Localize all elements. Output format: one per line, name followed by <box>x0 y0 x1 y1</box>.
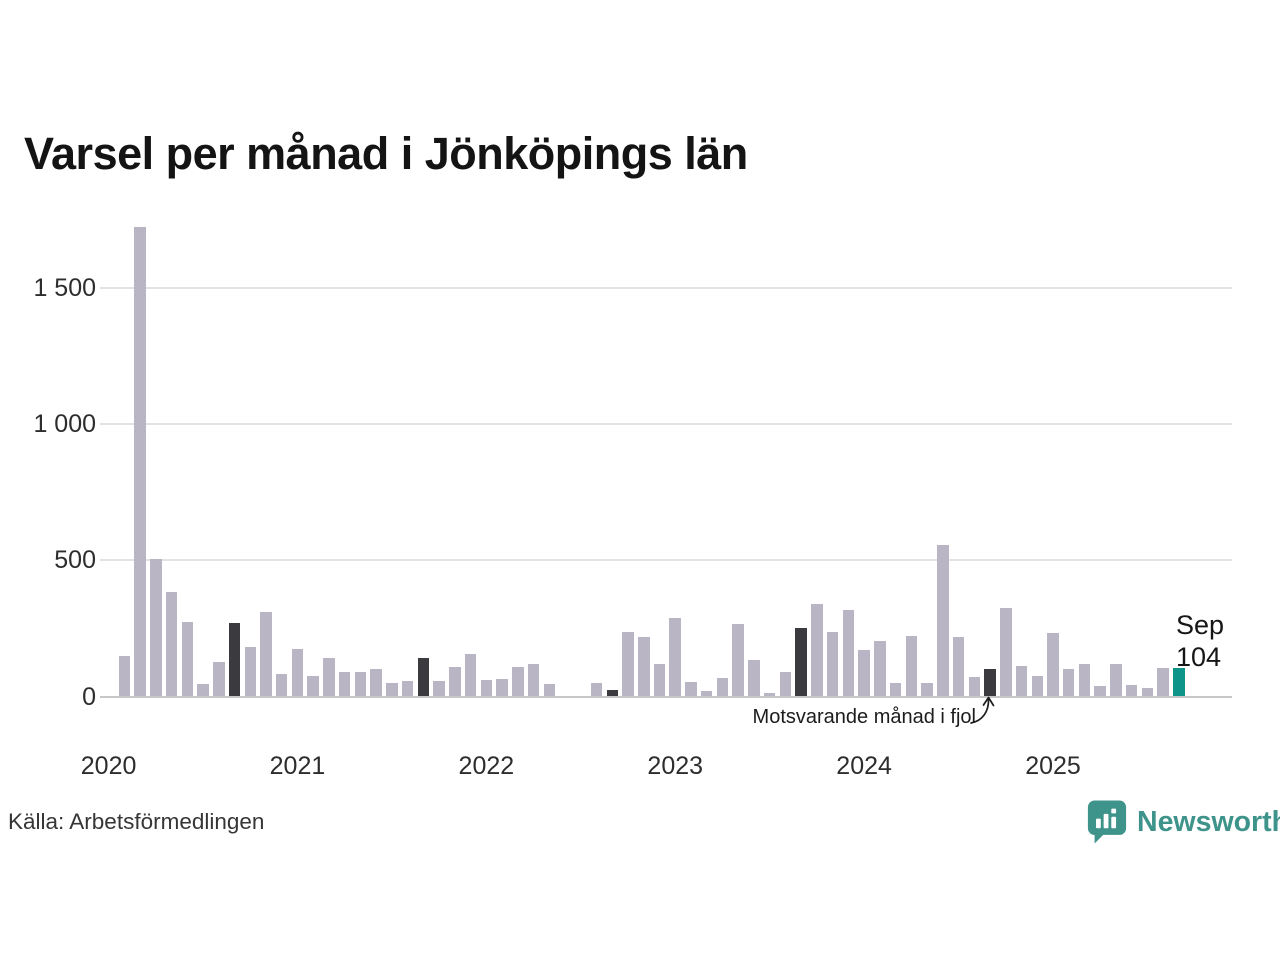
bar-2020-06 <box>181 622 194 697</box>
bar-2023-12 <box>842 609 855 697</box>
bar-2021-10 <box>433 680 445 697</box>
bar-2024-04 <box>905 636 918 697</box>
bar-2023-10 <box>811 603 823 697</box>
bar-2021-12 <box>464 653 477 697</box>
bar-2024-11 <box>1015 665 1028 697</box>
bar-2022-09 <box>606 690 619 697</box>
bar-2022-10 <box>622 631 634 697</box>
bar-2022-02 <box>496 678 508 697</box>
bar-2023-05 <box>732 623 744 697</box>
newsworthy-logo-icon <box>1087 800 1127 844</box>
bar-2025-02 <box>1062 669 1075 697</box>
bar-2025-06 <box>1125 684 1138 697</box>
bar-2023-03 <box>700 690 713 697</box>
newsworthy-logo-text: Newsworthy <box>1137 806 1280 838</box>
gridline-1000 <box>100 423 1232 426</box>
y-tick-label-1500: 1 500 <box>33 274 96 303</box>
x-year-label-2021: 2021 <box>269 752 326 780</box>
bar-2020-10 <box>244 646 256 697</box>
bar-2021-05 <box>354 671 367 697</box>
bar-2022-08 <box>590 683 603 697</box>
bar-2022-03 <box>512 667 524 697</box>
bar-2024-01 <box>858 649 870 697</box>
bar-2020-12 <box>275 673 288 697</box>
bar-2025-04 <box>1094 685 1106 697</box>
bar-2022-11 <box>638 637 650 697</box>
bar-2024-02 <box>874 641 886 697</box>
bar-2023-02 <box>685 681 697 697</box>
bar-2020-05 <box>165 591 178 697</box>
y-tick-label-0: 0 <box>82 682 96 711</box>
bar-2023-04 <box>716 677 729 697</box>
bar-2025-03 <box>1078 664 1091 697</box>
highlight-label: Sep 104 <box>1176 609 1224 673</box>
bar-2022-01 <box>480 679 493 697</box>
bar-2024-06 <box>937 545 949 697</box>
bar-2023-09 <box>795 627 807 697</box>
y-tick-label-1000: 1 000 <box>33 410 96 439</box>
annotation-arrow-icon <box>970 696 995 724</box>
gridline-0 <box>100 695 1232 698</box>
bar-2023-06 <box>748 659 760 697</box>
y-tick-label-500: 500 <box>54 546 96 575</box>
bar-2021-03 <box>323 658 335 697</box>
bar-2021-04 <box>338 671 351 697</box>
highlight-month-label: Sep <box>1176 610 1225 640</box>
bar-2020-03 <box>134 227 146 697</box>
bar-2024-12 <box>1031 675 1043 697</box>
bar-2022-12 <box>653 664 666 697</box>
page-title: Varsel per månad i Jönköpings län <box>24 128 748 179</box>
gridline-1500 <box>100 287 1232 290</box>
bar-2024-08 <box>968 677 981 697</box>
bar-2020-09 <box>228 623 241 697</box>
bar-2020-02 <box>118 655 131 697</box>
bar-2024-05 <box>921 682 933 697</box>
bar-2021-02 <box>307 675 319 697</box>
bar-2021-07 <box>386 683 398 697</box>
bar-2025-09 <box>1173 668 1185 697</box>
bar-2025-01 <box>1047 633 1059 697</box>
bar-2020-04 <box>150 559 162 697</box>
x-year-label-2024: 2024 <box>836 752 892 780</box>
bar-2023-01 <box>669 618 681 697</box>
annotation-label: Motsvarande månad i fjol <box>752 706 976 728</box>
x-year-label-2020: 2020 <box>80 752 137 780</box>
bar-2020-11 <box>260 612 272 697</box>
bar-2024-10 <box>1000 608 1012 697</box>
bar-2024-09 <box>984 669 996 697</box>
bar-2020-07 <box>197 684 209 697</box>
bar-2021-11 <box>449 666 461 697</box>
bar-2025-08 <box>1157 668 1169 697</box>
bar-2022-04 <box>527 664 540 697</box>
x-year-label-2025: 2025 <box>1025 752 1081 780</box>
bar-2021-08 <box>401 680 414 697</box>
highlight-value-label: 104 <box>1176 642 1222 672</box>
bar-2025-05 <box>1110 663 1122 697</box>
newsworthy-logo: Newsworthy <box>1086 799 1280 846</box>
bar-2025-07 <box>1141 688 1154 697</box>
bar-2020-08 <box>213 662 225 697</box>
gridline-500 <box>100 559 1232 562</box>
x-year-label-2023: 2023 <box>647 752 704 780</box>
x-year-label-2022: 2022 <box>458 752 515 780</box>
bar-2024-07 <box>952 636 965 697</box>
bar-2023-07 <box>763 693 776 697</box>
bar-2021-01 <box>291 648 304 697</box>
bar-2023-08 <box>779 671 792 697</box>
bar-2021-09 <box>417 658 430 697</box>
bar-2022-05 <box>543 683 556 697</box>
bar-2023-11 <box>826 632 839 697</box>
bar-2021-06 <box>370 668 382 697</box>
source-label: Källa: Arbetsförmedlingen <box>8 809 265 834</box>
bar-2024-03 <box>889 683 902 697</box>
